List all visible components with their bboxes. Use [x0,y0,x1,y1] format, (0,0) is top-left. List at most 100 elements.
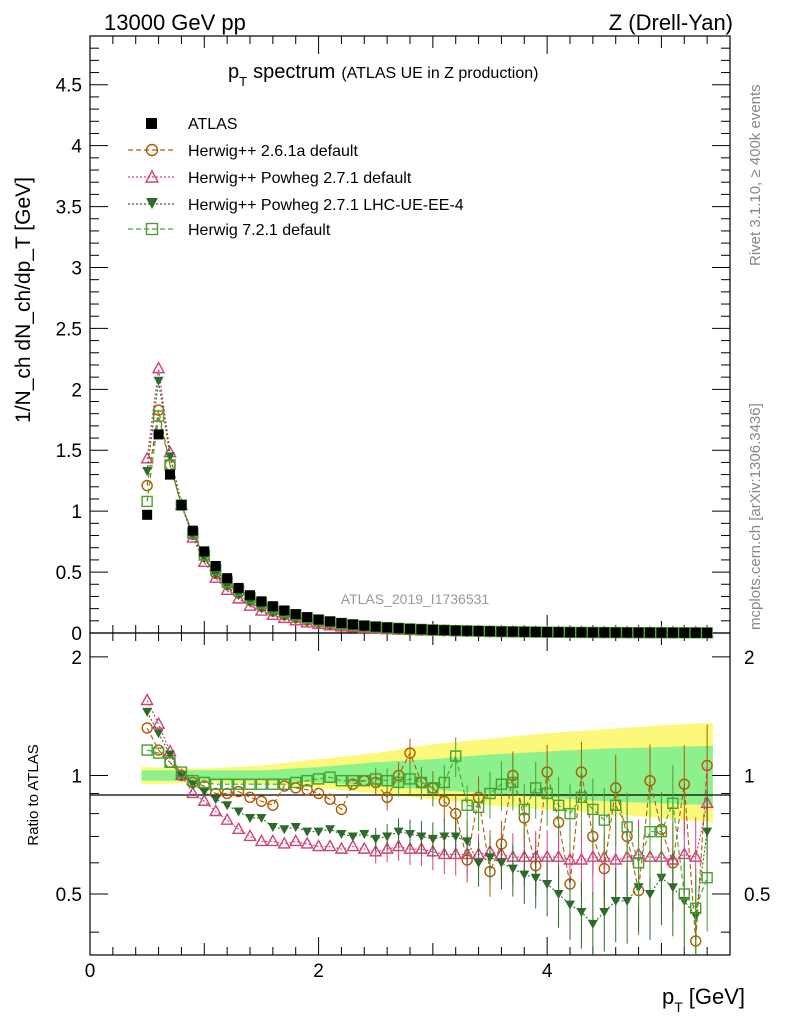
main-point-herwig-powheg-2-7-1-default [243,598,257,611]
x-tick-label: 4 [542,961,553,982]
legend-marker-powheg [144,169,160,183]
main-point-atlas [153,429,164,440]
ratio-point-herwig-powheg-2-7-1-lhc-ue-ee-4 [439,832,450,842]
ratio-point-herwig-powheg-2-7-1-lhc-ue-ee-4 [325,825,335,835]
main-point-atlas [645,627,655,638]
ratio-point-herwig-powheg-2-7-1-default [391,839,406,852]
ratio-line-herwig-2-6-1a-default [146,727,708,941]
main-point-atlas [267,601,278,612]
ratio-ytick-label-left: 0.5 [56,885,82,906]
ratio-point-herwig-powheg-2-7-1-default [609,852,623,865]
main-point-atlas [187,525,198,536]
ratio-point-herwig-powheg-2-7-1-default [311,839,326,852]
ratio-ytick-label-right: 1 [744,766,755,787]
ratio-ytick-label-left: 2 [71,648,82,669]
ratio-ytick-label-right: 2 [744,648,755,669]
ratio-point-herwig-powheg-2-7-1-lhc-ue-ee-4 [142,707,153,717]
main-point-herwig-powheg-2-7-1-lhc-ue-ee-4 [142,466,153,476]
main-point-atlas [690,627,701,638]
main-point-atlas [165,469,175,480]
ratio-point-herwig-7-2-1-default [530,782,542,794]
main-point-atlas [565,627,575,638]
ratio-point-herwig-2-6-1a-default [221,787,233,800]
ratio-point-herwig-powheg-2-7-1-lhc-ue-ee-4 [199,787,210,797]
ratio-point-herwig-powheg-2-7-1-lhc-ue-ee-4 [576,908,587,918]
main-point-herwig-2-6-1a-default [141,479,153,492]
main-title: pT spectrum (ATLAS UE in Z production) [228,61,538,89]
main-point-herwig-powheg-2-7-1-lhc-ue-ee-4 [165,452,175,462]
ratio-point-herwig-powheg-2-7-1-default [220,812,234,825]
ratio-point-herwig-powheg-2-7-1-lhc-ue-ee-4 [393,827,404,837]
ratio-point-herwig-powheg-2-7-1-default [689,849,703,862]
main-point-herwig-powheg-2-7-1-default [151,361,166,374]
ratio-point-herwig-powheg-2-7-1-default [369,844,383,857]
legend-item-herwig261: Herwig++ 2.6.1a default [128,143,358,160]
ratio-point-herwig-powheg-2-7-1-lhc-ue-ee-4 [370,834,381,844]
ratio-point-herwig-7-2-1-default [175,766,188,778]
ratio-ylabel: Ratio to ATLAS [25,744,42,845]
ratio-point-herwig-7-2-1-default [438,776,450,789]
main-point-atlas [450,625,461,636]
main-point-atlas [233,582,244,593]
main-point-atlas [633,627,644,638]
legend-marker-herwig721 [145,222,159,236]
ratio-point-herwig-7-2-1-default [392,776,405,789]
main-point-atlas [427,624,438,635]
ratio-point-herwig-7-2-1-default [312,773,325,785]
main-point-atlas [313,614,324,625]
main-point-atlas [610,627,621,638]
ratio-point-herwig-powheg-2-7-1-lhc-ue-ee-4 [599,908,610,918]
ratio-point-herwig-7-2-1-default [290,776,302,789]
main-ylabel: 1/N_ch dN_ch/dp_T [GeV] [12,177,35,423]
ratio-point-herwig-7-2-1-default [244,778,256,790]
legend-marker-atlas [146,118,157,129]
main-point-herwig-7-2-1-default [152,410,165,422]
ratio-point-herwig-2-6-1a-default [301,784,313,796]
ratio-point-herwig-powheg-2-7-1-lhc-ue-ee-4 [405,830,415,840]
ratio-point-herwig-powheg-2-7-1-lhc-ue-ee-4 [450,832,461,842]
ratio-point-herwig-powheg-2-7-1-lhc-ue-ee-4 [530,873,541,883]
ratio-point-herwig-7-2-1-default [164,756,176,768]
main-point-atlas [245,590,255,601]
ratio-point-herwig-powheg-2-7-1-lhc-ue-ee-4 [587,919,598,929]
legend-marker-herwig261 [145,143,159,157]
main-point-atlas [336,618,347,629]
ratio-point-herwig-7-2-1-default [552,799,565,811]
ratio-point-herwig-powheg-2-7-1-default [243,828,257,842]
main-series-layer [140,361,714,639]
ratio-point-herwig-7-2-1-default [427,782,439,794]
ratio-point-herwig-7-2-1-default [301,774,313,787]
ratio-line-herwig-powheg-2-7-1-default [146,700,708,861]
ratio-point-herwig-powheg-2-7-1-default [574,852,589,865]
ratio-point-herwig-powheg-2-7-1-default [334,841,349,854]
legend-label-herwig261: Herwig++ 2.6.1a default [188,143,358,160]
analysis-watermark: ATLAS_2019_I1736531 [341,591,490,607]
ratio-point-herwig-powheg-2-7-1-default [380,841,394,854]
legend-item-powheg-ue: Herwig++ Powheg 2.7.1 LHC-UE-EE-4 [128,197,464,214]
main-ytick-label: 0.5 [56,563,82,584]
main-point-atlas [656,627,667,638]
main-point-atlas [485,626,495,637]
main-point-atlas [519,626,530,637]
ratio-point-herwig-7-2-1-default [564,807,576,820]
main-point-atlas [576,627,587,638]
ratio-point-herwig-7-2-1-default [598,814,610,826]
ratio-point-herwig-2-6-1a-default [255,795,268,807]
ratio-point-herwig-powheg-2-7-1-lhc-ue-ee-4 [416,832,427,842]
ratio-point-herwig-powheg-2-7-1-default [231,821,246,834]
main-point-atlas [370,621,381,632]
ratio-point-herwig-7-2-1-default [461,799,473,811]
main-point-atlas [679,627,690,638]
main-point-atlas [382,622,393,633]
main-point-atlas [439,625,450,636]
legend-label-powheg: Herwig++ Powheg 2.7.1 default [188,170,412,187]
ratio-point-herwig-2-6-1a-default [324,793,336,805]
ratio-point-herwig-powheg-2-7-1-lhc-ue-ee-4 [359,830,370,840]
ratio-point-herwig-powheg-2-7-1-lhc-ue-ee-4 [702,827,713,837]
legend-label-herwig721: Herwig 7.2.1 default [188,222,331,239]
main-point-herwig-powheg-2-7-1-default [254,603,269,616]
main-point-herwig-powheg-2-7-1-default [197,554,211,568]
ratio-point-herwig-7-2-1-default [381,774,393,787]
main-point-atlas [542,627,553,638]
